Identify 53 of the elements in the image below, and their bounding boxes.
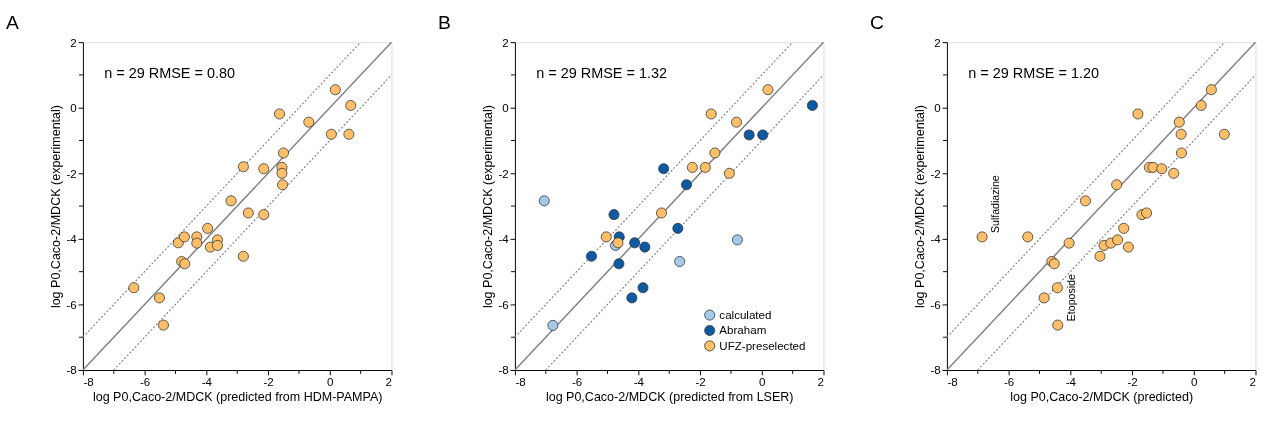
legend-label: UFZ-preselected <box>719 339 806 352</box>
x-tick-label: -8 <box>515 375 526 388</box>
chart-title: B <box>438 11 451 33</box>
annotation: n = 29 RMSE = 0.80 <box>104 64 236 81</box>
annotation: Etoposide <box>1065 274 1078 322</box>
y-tick-label: -2 <box>930 167 941 180</box>
x-tick-label: -8 <box>83 375 94 388</box>
x-axis-title: log P0,Caco-2/MDCK (predicted from HDM-PAMPA) <box>92 390 383 405</box>
x-tick-label: -2 <box>695 375 706 388</box>
annotation: n = 29 RMSE = 1.32 <box>536 64 668 81</box>
y-tick-label: -8 <box>930 364 941 377</box>
y-tick-label: -4 <box>930 233 942 246</box>
y-tick-label: -6 <box>66 298 77 311</box>
y-tick-label: -8 <box>66 364 77 377</box>
y-tick-label: -4 <box>498 233 510 246</box>
x-tick-label: 0 <box>327 375 334 388</box>
x-tick-label: -4 <box>201 375 213 388</box>
y-tick-label: -4 <box>66 233 78 246</box>
y-axis-title: log P0,Caco-2/MDCK (experimental) <box>48 105 63 309</box>
y-tick-label: -6 <box>930 298 941 311</box>
y-axis-title: log P0,Caco-2/MDCK (experimental) <box>912 105 927 309</box>
x-tick-label: -6 <box>1003 375 1015 388</box>
x-tick-label: 0 <box>1191 375 1198 388</box>
y-tick-label: 2 <box>934 36 941 49</box>
x-axis-title: log P0,Caco-2/MDCK (predicted) <box>1010 390 1194 405</box>
y-tick-label: -6 <box>498 298 509 311</box>
chart-title: A <box>6 11 20 33</box>
x-tick-label: -2 <box>1127 375 1138 388</box>
legend-label: calculated <box>719 308 772 321</box>
y-axis-title: log P0,Caco-2/MDCK (experimental) <box>480 105 495 309</box>
x-tick-label: -2 <box>263 375 274 388</box>
x-tick-label: -4 <box>633 375 645 388</box>
y-tick-label: -2 <box>498 167 509 180</box>
y-tick-label: 0 <box>70 102 77 115</box>
y-tick-label: 2 <box>70 36 77 49</box>
chart-title: C <box>870 11 885 33</box>
y-tick-label: 0 <box>934 102 941 115</box>
x-tick-label: 2 <box>817 375 824 388</box>
x-tick-label: -6 <box>571 375 583 388</box>
y-tick-label: 0 <box>502 102 509 115</box>
x-tick-label: 2 <box>1249 375 1256 388</box>
x-axis-title: log P0,Caco-2/MDCK (predicted from LSER) <box>545 390 794 405</box>
annotation: n = 29 RMSE = 1.20 <box>968 64 1100 81</box>
annotation: Sulfadiazine <box>989 175 1002 234</box>
y-tick-label: -2 <box>66 167 77 180</box>
y-tick-label: -8 <box>498 364 509 377</box>
x-tick-label: 0 <box>759 375 766 388</box>
legend-label: Abraham <box>719 324 767 337</box>
x-tick-label: -6 <box>139 375 151 388</box>
y-tick-label: 2 <box>502 36 509 49</box>
x-tick-label: -8 <box>947 375 958 388</box>
x-tick-label: -4 <box>1065 375 1077 388</box>
x-tick-label: 2 <box>385 375 392 388</box>
